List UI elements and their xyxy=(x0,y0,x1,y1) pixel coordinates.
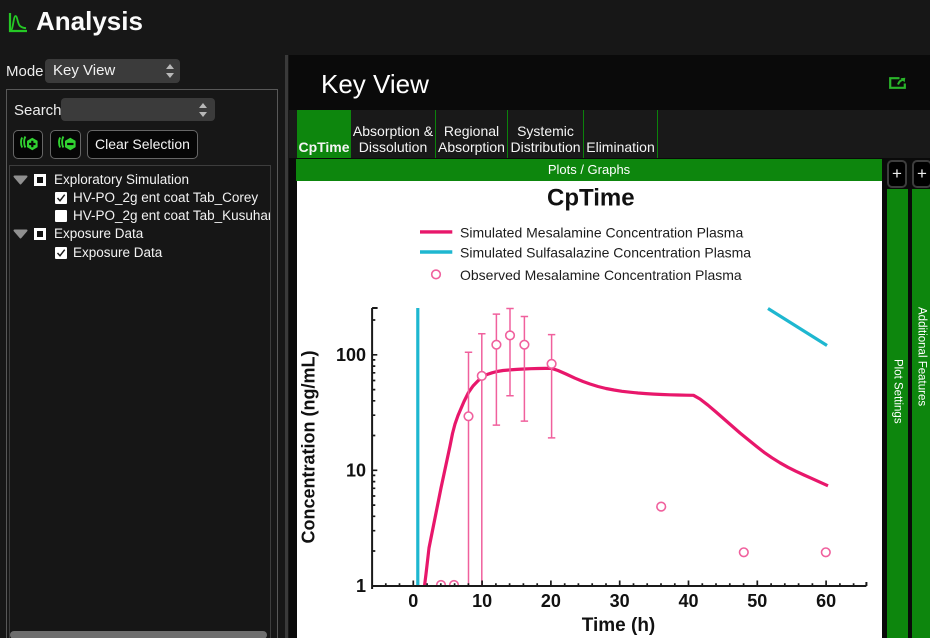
svg-text:100: 100 xyxy=(336,345,366,365)
svg-text:0: 0 xyxy=(408,591,418,611)
svg-text:Simulated Sulfasalazine Concen: Simulated Sulfasalazine Concentration Pl… xyxy=(460,245,751,261)
svg-text:1: 1 xyxy=(356,576,366,596)
svg-text:10: 10 xyxy=(346,460,366,480)
svg-text:50: 50 xyxy=(747,591,767,611)
svg-text:Time (h): Time (h) xyxy=(582,615,656,636)
svg-text:10: 10 xyxy=(472,591,492,611)
svg-text:40: 40 xyxy=(678,591,698,611)
svg-text:Simulated Mesalamine Concentra: Simulated Mesalamine Concentration Plasm… xyxy=(460,224,743,240)
svg-text:Concentration (ng/mL): Concentration (ng/mL) xyxy=(299,351,319,544)
svg-text:20: 20 xyxy=(541,591,561,611)
svg-text:Observed Mesalamine Concentrat: Observed Mesalamine Concentration Plasma xyxy=(460,267,742,283)
svg-text:CpTime: CpTime xyxy=(547,185,635,212)
svg-text:60: 60 xyxy=(816,591,836,611)
svg-text:30: 30 xyxy=(610,591,630,611)
